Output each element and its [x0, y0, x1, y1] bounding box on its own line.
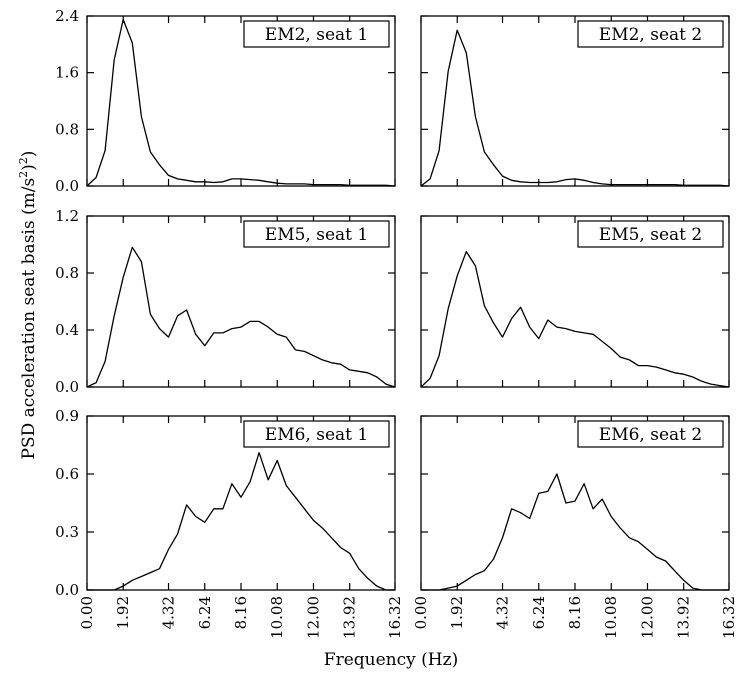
y-axis-title-group: PSD acceleration seat basis (m/s2)2) [17, 151, 39, 460]
series-line [86, 18, 396, 187]
x-tick-label: 1.92 [114, 596, 132, 629]
x-tick-label: 8.16 [232, 596, 250, 629]
panel-3: 0.0 0.4 0.8 1.2 EM5, seat 1 [55, 207, 396, 396]
y-axis-title: PSD acceleration seat basis (m/s2)2) [17, 151, 39, 460]
x-tick-label: 6.24 [530, 596, 548, 629]
x-tick-label: 6.24 [196, 596, 214, 629]
y-tick-label: 0.3 [55, 523, 79, 541]
x-tick-label: 12.00 [304, 596, 322, 639]
y-tick-label: 0.0 [55, 378, 79, 396]
legend-label: EM2, seat 2 [599, 25, 702, 45]
series-line [87, 452, 395, 591]
legend-label: EM5, seat 2 [599, 225, 702, 245]
y-tick-label: 0.9 [55, 407, 79, 425]
series-line [420, 29, 730, 187]
x-tick-label: 0.00 [412, 596, 430, 629]
y-tick-label: 1.6 [55, 64, 79, 82]
panel-5: 0.0 0.3 0.6 0.9 0.00 1.92 4.32 6.24 8.16 10.08 12.… [55, 407, 404, 639]
y-tick-label: 2.4 [55, 7, 79, 25]
legend-label: EM6, seat 2 [599, 425, 702, 445]
series-line [420, 250, 730, 388]
panel-1: 0.0 0.8 1.6 2.4 EM2, seat 1 [55, 7, 396, 195]
series-line [421, 473, 729, 591]
x-tick-label: 16.32 [720, 596, 738, 639]
panel-2: EM2, seat 2 [420, 15, 730, 187]
y-tick-label: 1.2 [55, 207, 79, 225]
legend-box [577, 20, 724, 48]
series-line [86, 246, 396, 388]
legend-box [243, 420, 390, 448]
legend-label: EM5, seat 1 [265, 225, 368, 245]
x-tick-label: 13.92 [341, 596, 359, 639]
chart-panels: 0.0 0.8 1.6 2.4 EM2, seat 1 EM2, seat 2 0.0 0.4… [55, 7, 738, 639]
panel-4: EM5, seat 2 [420, 215, 730, 388]
legend-box [243, 220, 390, 248]
x-tick-label: 16.32 [386, 596, 404, 639]
y-tick-label: 0.8 [55, 120, 79, 138]
x-tick-label: 13.92 [675, 596, 693, 639]
y-tick-label: 0.4 [55, 321, 79, 339]
legend-box [243, 20, 390, 48]
y-tick-label: 0.0 [55, 581, 79, 599]
x-tick-label: 10.08 [602, 596, 620, 639]
legend-box [577, 220, 724, 248]
panel-6: 0.00 1.92 4.32 6.24 8.16 10.08 12.00 13.92 16.32… [412, 415, 738, 639]
x-tick-label: 4.32 [160, 596, 178, 629]
x-tick-label: 1.92 [448, 596, 466, 629]
x-tick-label: 0.00 [78, 596, 96, 629]
y-tick-label: 0.0 [55, 177, 79, 195]
x-tick-label: 8.16 [566, 596, 584, 629]
y-tick-label: 0.8 [55, 264, 79, 282]
x-tick-label: 12.00 [638, 596, 656, 639]
y-tick-label: 0.6 [55, 465, 79, 483]
legend-label: EM6, seat 1 [265, 425, 368, 445]
x-tick-label: 10.08 [268, 596, 286, 639]
x-tick-label: 4.32 [494, 596, 512, 629]
legend-box [577, 420, 724, 448]
x-axis-title: Frequency (Hz) [324, 650, 458, 670]
legend-label: EM2, seat 1 [265, 25, 368, 45]
